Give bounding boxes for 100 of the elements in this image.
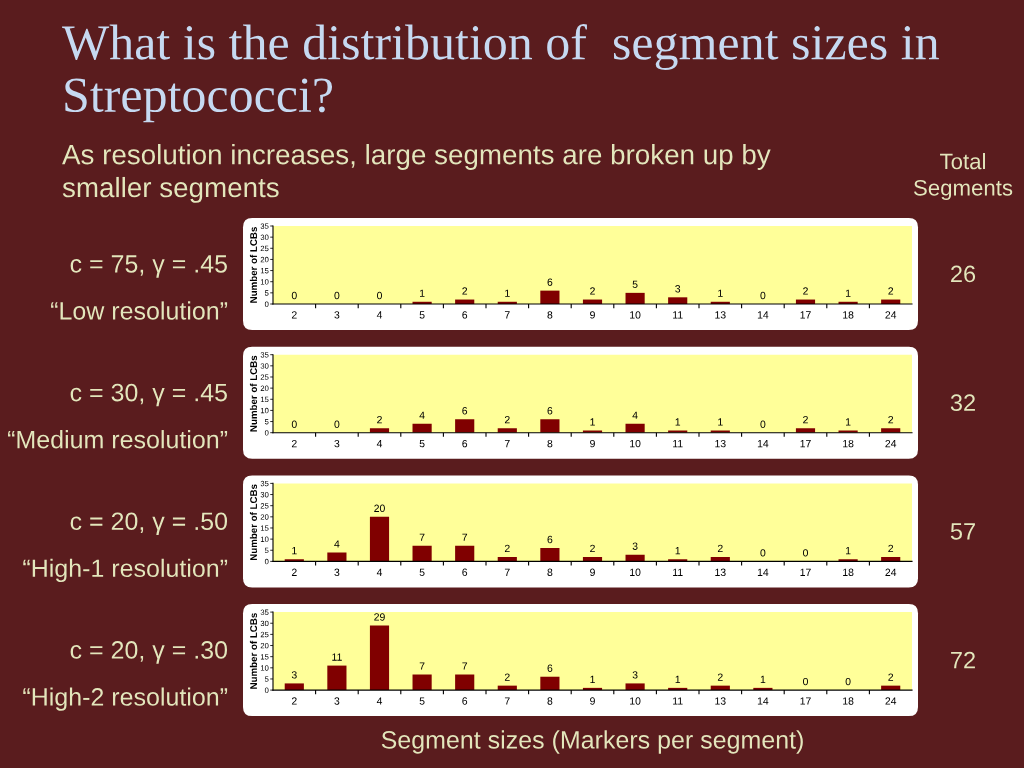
x-tick-label: 11 <box>673 568 683 576</box>
data-label: 3 <box>675 285 681 293</box>
data-label: 2 <box>888 673 894 681</box>
x-tick-label: 4 <box>376 697 383 705</box>
x-tick-label: 9 <box>590 697 595 705</box>
data-label: 1 <box>846 547 851 555</box>
x-tick-label: 18 <box>843 697 854 705</box>
data-label: 4 <box>334 540 340 548</box>
data-label: 2 <box>803 416 808 424</box>
data-label: 0 <box>760 291 766 300</box>
x-tick-label: 17 <box>800 311 811 319</box>
data-label: 11 <box>332 653 342 661</box>
y-axis-title: Number of LCBs <box>249 484 258 561</box>
x-tick-label: 14 <box>757 440 769 448</box>
text: c = 30, γ = .45 <box>70 383 227 407</box>
data-label: 7 <box>419 662 425 670</box>
x-tick-label: 2 <box>291 439 297 448</box>
x-tick-label: 4 <box>376 311 383 319</box>
data-label: 29 <box>374 613 385 621</box>
data-label: 2 <box>803 287 808 295</box>
x-tick-label: 5 <box>419 568 425 576</box>
x-tick-label: 6 <box>462 439 468 448</box>
x-tick-label: 24 <box>885 311 897 319</box>
text: “Low resolution” <box>51 301 228 320</box>
data-label: 1 <box>675 675 681 683</box>
x-tick-label: 8 <box>547 568 553 576</box>
y-axis-title: Number of LCBs <box>249 613 258 689</box>
text: “High-2 resolution” <box>23 687 228 711</box>
data-label: 6 <box>462 407 468 415</box>
x-tick-label: 7 <box>504 568 510 576</box>
data-label: 0 <box>377 291 382 300</box>
x-tick-label: 5 <box>419 697 425 705</box>
data-label: 6 <box>547 278 553 286</box>
x-tick-label: 9 <box>590 568 595 576</box>
x-tick-label: 6 <box>462 568 468 576</box>
x-tick-label: 2 <box>291 311 297 319</box>
y-axis-title: Number of LCBs <box>249 355 258 432</box>
x-tick-label: 10 <box>630 311 641 319</box>
x-tick-label: 3 <box>334 439 340 448</box>
text: c = 75, γ = .45 <box>70 255 227 278</box>
data-label: 7 <box>462 533 468 541</box>
x-tick-label: 7 <box>504 697 510 705</box>
data-label: 0 <box>845 677 851 686</box>
x-tick-label: 11 <box>673 440 683 448</box>
text: 32 <box>950 394 975 412</box>
data-label: 2 <box>888 544 894 552</box>
x-tick-label: 17 <box>800 440 811 448</box>
data-label: 6 <box>547 407 553 415</box>
x-tick-label: 18 <box>843 568 854 576</box>
text: c = 20, γ = .50 <box>70 512 228 536</box>
x-tick-label: 13 <box>715 439 726 448</box>
x-tick-label: 10 <box>630 439 641 448</box>
data-label: 5 <box>632 280 638 289</box>
data-label: 1 <box>675 418 681 426</box>
x-tick-label: 7 <box>504 311 510 319</box>
x-tick-label: 24 <box>885 697 897 705</box>
data-label: 0 <box>334 420 340 428</box>
data-label: 3 <box>632 542 638 550</box>
data-label: 2 <box>504 416 510 424</box>
x-axis-title: Segment sizes (Markers per segment) <box>381 730 803 754</box>
data-label: 2 <box>462 287 468 295</box>
data-label: 3 <box>632 671 638 679</box>
x-tick-label: 6 <box>462 697 468 705</box>
data-label: 1 <box>846 418 851 426</box>
x-tick-label: 14 <box>757 568 769 576</box>
data-label: 1 <box>590 418 595 426</box>
x-tick-label: 4 <box>376 440 383 448</box>
x-tick-label: 8 <box>547 697 553 705</box>
data-label: 2 <box>504 544 510 552</box>
x-tick-label: 3 <box>334 311 340 319</box>
x-tick-label: 5 <box>419 440 425 448</box>
x-tick-label: 5 <box>419 311 425 319</box>
data-label: 7 <box>419 533 425 541</box>
text: c = 20, γ = .30 <box>70 641 228 664</box>
text: 72 <box>951 651 975 669</box>
x-tick-label: 9 <box>590 311 595 319</box>
data-label: 0 <box>291 291 297 300</box>
data-label: 1 <box>292 547 297 555</box>
x-tick-label: 18 <box>843 311 854 319</box>
data-label: 0 <box>334 291 340 300</box>
data-label: 2 <box>717 544 723 552</box>
x-tick-label: 11 <box>673 311 683 319</box>
chart-title: What is the distribution of segment sizes in Streptococci? <box>62 24 939 123</box>
data-label: 1 <box>846 289 851 297</box>
x-tick-label: 13 <box>715 568 726 576</box>
text: “High-1 resolution” <box>23 558 228 583</box>
x-tick-label: 3 <box>334 568 340 576</box>
x-tick-label: 2 <box>291 568 297 576</box>
x-tick-label: 17 <box>800 568 811 576</box>
data-label: 1 <box>505 289 510 297</box>
x-tick-label: 11 <box>673 697 683 705</box>
x-tick-label: 10 <box>630 568 641 576</box>
data-label: 4 <box>632 411 638 419</box>
data-label: 2 <box>377 416 382 424</box>
x-tick-label: 10 <box>630 697 641 705</box>
data-label: 2 <box>504 673 510 681</box>
x-tick-label: 6 <box>462 311 468 319</box>
text: Total Segments <box>913 153 1013 201</box>
data-label: 2 <box>888 287 894 295</box>
data-label: 0 <box>803 677 808 686</box>
